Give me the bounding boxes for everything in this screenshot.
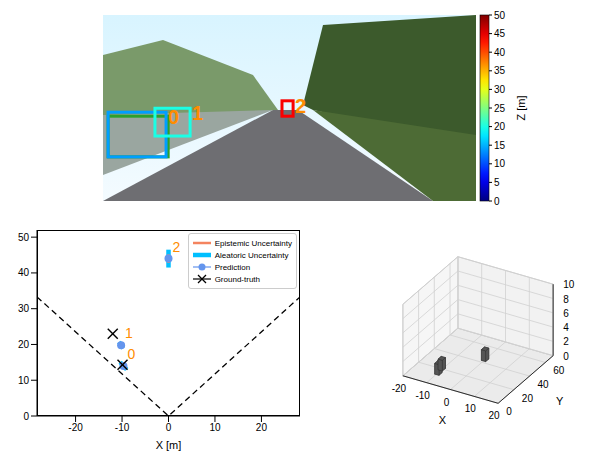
svg-text:8: 8 (563, 294, 569, 305)
svg-text:20: 20 (522, 393, 534, 404)
svg-text:45: 45 (494, 28, 506, 39)
svg-text:40: 40 (494, 47, 506, 58)
html-text:Prediction: Prediction (214, 262, 251, 272)
svg-text:X [m]: X [m] (156, 439, 182, 451)
svg-text:0: 0 (168, 106, 180, 129)
svg-text:0: 0 (166, 422, 172, 433)
svg-text:1: 1 (192, 102, 203, 124)
html-text:Ground-truth: Ground-truth (214, 274, 260, 284)
svg-text:0: 0 (506, 406, 512, 417)
svg-text:0: 0 (494, 196, 500, 207)
svg-text:20: 20 (256, 422, 268, 433)
svg-text:10: 10 (209, 422, 221, 433)
svg-text:20: 20 (494, 121, 506, 132)
svg-text:-20: -20 (392, 383, 407, 394)
svg-text:60: 60 (553, 365, 565, 376)
svg-text:30: 30 (18, 303, 30, 314)
svg-text:35: 35 (494, 65, 506, 76)
svg-text:1: 1 (125, 325, 133, 341)
svg-text:2: 2 (563, 336, 569, 347)
svg-text:10: 10 (465, 403, 477, 414)
svg-text:25: 25 (494, 103, 506, 114)
svg-text:10: 10 (18, 375, 30, 386)
svg-text:-20: -20 (68, 422, 83, 433)
svg-text:5: 5 (494, 177, 500, 188)
svg-text:20: 20 (18, 339, 30, 350)
svg-text:0: 0 (23, 411, 29, 422)
svg-text:50: 50 (494, 10, 506, 21)
svg-text:50: 50 (18, 232, 30, 243)
svg-text:10: 10 (494, 158, 506, 169)
svg-text:4: 4 (563, 322, 569, 333)
svg-text:-10: -10 (415, 390, 430, 401)
svg-text:20: 20 (489, 410, 501, 421)
html-text:Epistemic Uncertainty: Epistemic Uncertainty (214, 238, 292, 248)
svg-text:2: 2 (295, 95, 306, 117)
html-text:Aleatoric Uncertainty: Aleatoric Uncertainty (214, 250, 289, 260)
svg-text:0: 0 (563, 351, 569, 362)
svg-text:10: 10 (563, 279, 575, 290)
svg-text:6: 6 (563, 308, 569, 319)
svg-text:30: 30 (494, 84, 506, 95)
svg-text:15: 15 (494, 140, 506, 151)
svg-text:X: X (439, 414, 447, 426)
svg-text:40: 40 (18, 267, 30, 278)
svg-text:Z [m]: Z [m] (515, 95, 527, 120)
svg-text:0: 0 (127, 346, 135, 362)
svg-text:40: 40 (538, 379, 550, 390)
svg-text:0: 0 (444, 397, 450, 408)
svg-text:Y: Y (556, 395, 564, 407)
svg-text:2: 2 (173, 239, 181, 255)
svg-text:-10: -10 (115, 422, 130, 433)
